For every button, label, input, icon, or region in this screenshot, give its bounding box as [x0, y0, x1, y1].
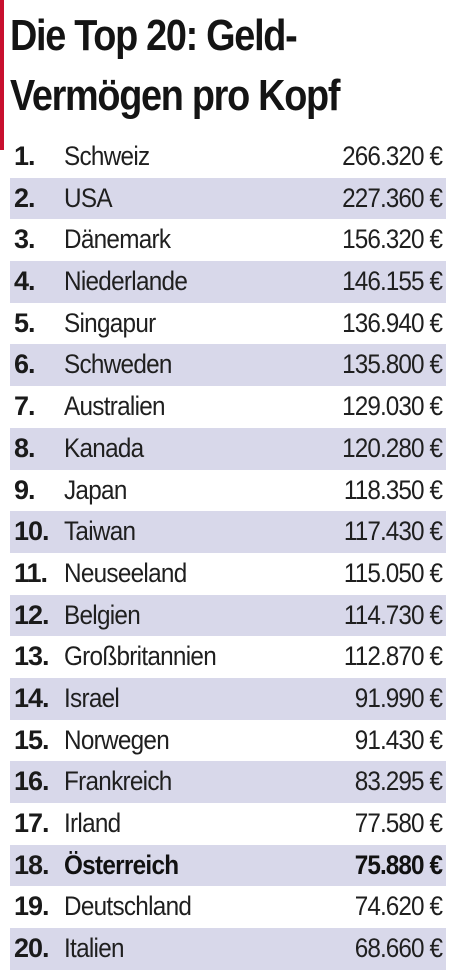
title-line-1: Die Top 20: Geld- [10, 11, 298, 60]
value-cell: 136.940 € [341, 307, 443, 338]
value-cell: 135.800 € [341, 349, 443, 380]
country-cell: Belgien [64, 599, 141, 630]
table-row: 15. Norwegen 91.430 € [10, 720, 446, 762]
value-cell: 120.280 € [341, 432, 443, 463]
rank-cell: 9. [14, 474, 36, 505]
country-cell: Kanada [64, 432, 144, 463]
rank-cell: 12. [14, 599, 50, 630]
table-row: 20. Italien 68.660 € [10, 928, 446, 970]
country-cell: Singapur [64, 307, 156, 338]
chart-title: Die Top 20: Geld- Vermögen pro Kopf [10, 6, 444, 126]
country-cell: Japan [64, 474, 127, 505]
table-row: 13. Großbritannien 112.870 € [10, 636, 446, 678]
country-cell: Niederlande [64, 266, 188, 297]
accent-bar [0, 0, 4, 150]
rank-cell: 14. [14, 682, 50, 713]
value-cell: 117.430 € [343, 516, 443, 547]
table-row: 14. Israel 91.990 € [10, 677, 446, 720]
rank-cell: 7. [14, 391, 36, 422]
table-row: 4. Niederlande 146.155 € [10, 261, 446, 303]
country-cell: Irland [64, 808, 121, 838]
country-cell: Dänemark [64, 224, 171, 255]
country-cell: Großbritannien [64, 641, 217, 672]
value-cell: 68.660 € [354, 933, 443, 964]
country-cell: USA [64, 182, 113, 213]
rank-cell: 16. [14, 766, 50, 797]
value-cell: 118.350 € [343, 474, 443, 505]
value-cell: 74.620 € [354, 891, 443, 922]
rank-cell: 11. [14, 557, 48, 588]
table-row: 12. Belgien 114.730 € [10, 594, 446, 637]
value-cell: 227.360 € [341, 182, 443, 213]
country-cell: Neuseeland [64, 557, 187, 588]
value-cell: 75.880 € [354, 849, 443, 880]
rank-cell: 4. [14, 266, 36, 297]
table-row: 19. Deutschland 74.620 € [10, 886, 446, 928]
rank-cell: 15. [14, 724, 50, 755]
country-cell: Österreich [64, 849, 179, 880]
rank-cell: 1. [14, 141, 36, 171]
table-row: 10. Taiwan 117.430 € [10, 511, 446, 553]
table-row: 17. Irland 77.580 € [10, 803, 446, 845]
rank-cell: 19. [14, 891, 50, 922]
value-cell: 146.155 € [341, 266, 443, 297]
table-row: 2. USA 227.360 € [10, 177, 446, 220]
rank-cell: 6. [14, 349, 36, 380]
value-cell: 91.430 € [354, 724, 443, 755]
country-cell: Israel [64, 682, 120, 713]
value-cell: 115.050 € [343, 557, 443, 588]
table-row: 1. Schweiz 266.320 € [10, 136, 446, 178]
country-cell: Deutschland [64, 891, 192, 922]
table-row: 3. Dänemark 156.320 € [10, 219, 446, 261]
table-row: 5. Singapur 136.940 € [10, 303, 446, 345]
country-cell: Italien [64, 933, 125, 964]
rank-cell: 20. [14, 933, 50, 964]
country-cell: Taiwan [64, 516, 136, 547]
rank-cell: 2. [14, 182, 36, 213]
rank-cell: 5. [14, 307, 36, 338]
rank-cell: 13. [14, 641, 50, 672]
country-cell: Schweiz [64, 141, 150, 171]
value-cell: 129.030 € [341, 391, 443, 422]
country-cell: Australien [64, 391, 166, 422]
value-cell: 91.990 € [354, 682, 443, 713]
ranking-table: 1. Schweiz 266.320 € 2. USA 227.360 € 3. Dänema… [10, 136, 446, 970]
rank-cell: 10. [14, 516, 50, 547]
rank-cell: 8. [14, 432, 36, 463]
value-cell: 77.580 € [354, 808, 443, 838]
table-row: 9. Japan 118.350 € [10, 470, 446, 512]
table-row: 6. Schweden 135.800 € [10, 344, 446, 387]
rank-cell: 18. [14, 849, 50, 880]
table-row: 7. Australien 129.030 € [10, 386, 446, 428]
table-row: 16. Frankreich 83.295 € [10, 761, 446, 803]
country-cell: Norwegen [64, 724, 170, 755]
rank-cell: 3. [14, 224, 36, 255]
country-cell: Schweden [64, 349, 172, 380]
value-cell: 112.870 € [343, 641, 443, 672]
table-row: 18. Österreich 75.880 € [10, 844, 446, 887]
value-cell: 156.320 € [341, 224, 443, 255]
value-cell: 266.320 € [341, 141, 443, 171]
title-line-2: Vermögen pro Kopf [10, 71, 340, 120]
value-cell: 83.295 € [354, 766, 443, 797]
country-cell: Frankreich [64, 766, 172, 797]
rank-cell: 17. [14, 808, 50, 838]
table-row: 11. Neuseeland 115.050 € [10, 553, 446, 595]
table-row: 8. Kanada 120.280 € [10, 427, 446, 470]
value-cell: 114.730 € [343, 599, 443, 630]
